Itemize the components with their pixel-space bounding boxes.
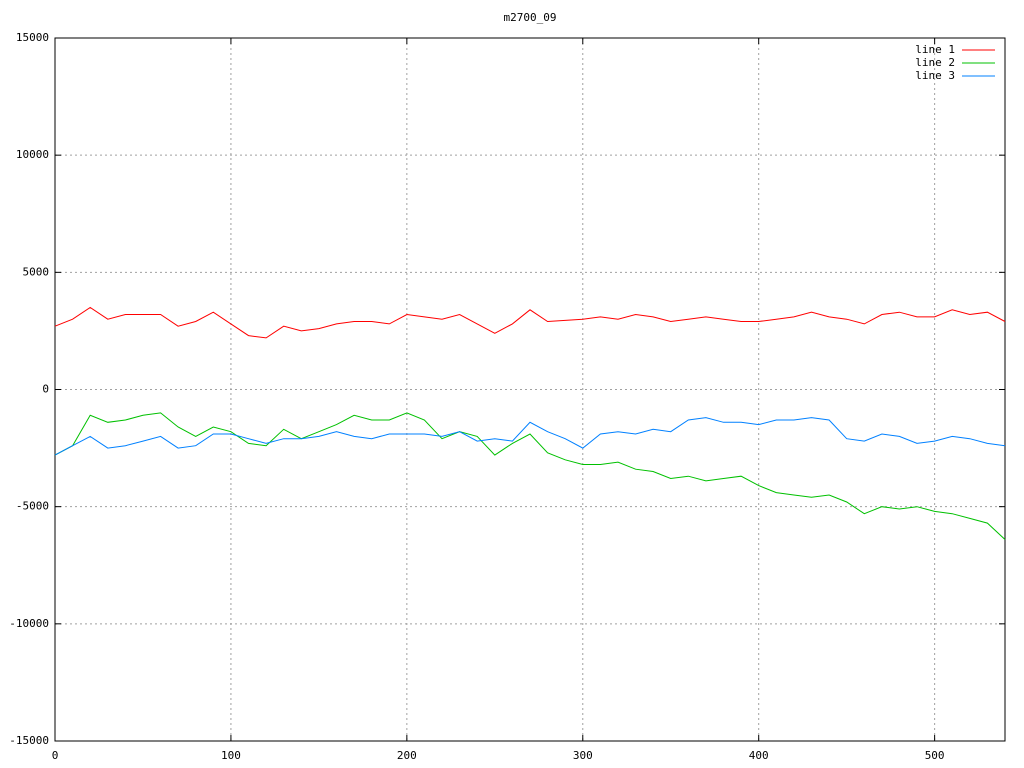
x-tick-label: 500 (925, 749, 945, 762)
x-tick-label: 300 (573, 749, 593, 762)
legend-label: line 3 (915, 69, 955, 82)
x-tick-label: 400 (749, 749, 769, 762)
y-tick-label: -5000 (16, 500, 49, 513)
data-line (54, 306, 1006, 339)
data-line (54, 412, 1006, 540)
y-tick-label: 15000 (16, 31, 49, 44)
y-tick-label: -15000 (9, 734, 49, 747)
plot-border (54, 37, 1006, 742)
data-line (54, 417, 1006, 456)
x-tick-label: 0 (52, 749, 59, 762)
legend-label: line 2 (915, 56, 955, 69)
x-tick-label: 200 (397, 749, 417, 762)
y-tick-label: 0 (42, 383, 49, 396)
y-tick-label: 5000 (23, 265, 50, 278)
y-tick-label: 10000 (16, 148, 49, 161)
chart-title: m2700_09 (504, 11, 557, 24)
x-tick-label: 100 (221, 749, 241, 762)
legend-label: line 1 (915, 43, 955, 56)
y-tick-label: -10000 (9, 617, 49, 630)
